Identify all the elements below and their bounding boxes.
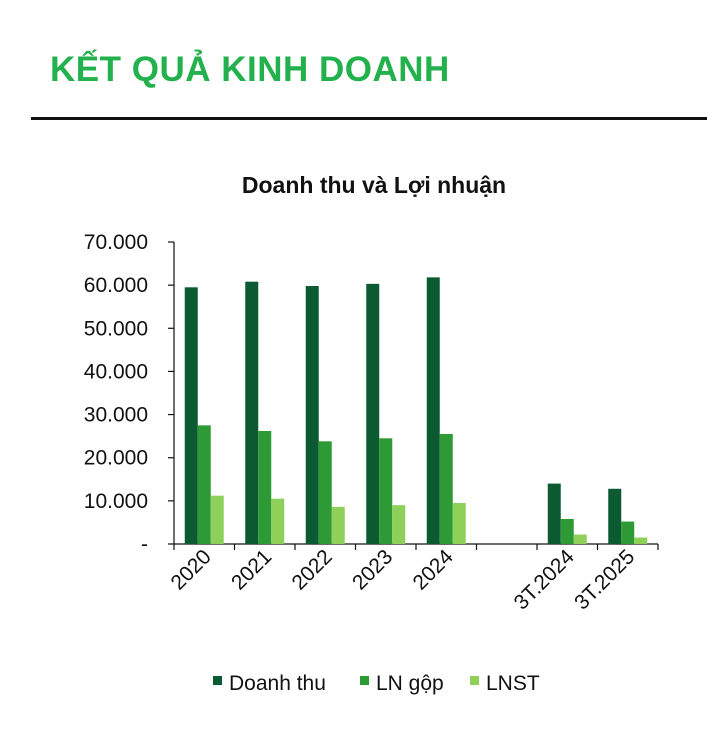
- legend-swatch: [470, 676, 479, 685]
- bar: [634, 537, 648, 544]
- bar: [318, 441, 332, 544]
- legend-swatch: [213, 676, 222, 685]
- y-tick-label: 50.000: [84, 317, 148, 340]
- x-tick-label: 2023: [348, 545, 397, 594]
- bar: [426, 277, 440, 544]
- bar: [210, 495, 224, 544]
- y-tick-label: 10.000: [84, 490, 148, 513]
- bar: [184, 287, 198, 544]
- legend-label: LNST: [486, 672, 540, 695]
- x-tick-label: 2021: [227, 545, 276, 594]
- legend: Doanh thu LN gộp LNST: [213, 672, 540, 695]
- x-tick-label: 3T.2025: [570, 545, 639, 614]
- bar: [271, 498, 285, 544]
- bar: [245, 281, 259, 544]
- bars: [184, 277, 648, 544]
- y-tick-label: -: [141, 533, 148, 556]
- page-title: KẾT QUẢ KINH DOANH: [50, 50, 450, 89]
- chart-title: Doanh thu và Lợi nhuận: [242, 172, 506, 198]
- bar: [608, 488, 622, 544]
- x-tick-label: 3T.2024: [510, 545, 579, 614]
- bar: [197, 425, 211, 544]
- legend-label: LN gộp: [376, 672, 444, 695]
- legend-swatch: [360, 676, 369, 685]
- y-tick-label: 60.000: [84, 274, 148, 297]
- legend-label: Doanh thu: [229, 672, 326, 695]
- title-divider: [31, 117, 707, 120]
- bar: [621, 521, 635, 544]
- bar: [379, 438, 393, 544]
- x-tick-label: 2022: [287, 545, 336, 594]
- bar: [452, 503, 466, 544]
- bar: [366, 283, 380, 544]
- bar: [331, 506, 345, 544]
- bar: [258, 430, 272, 544]
- y-axis: - 10.000 20.000 30.000 40.000 50.000 60.000 70.…: [84, 231, 175, 556]
- bar: [573, 534, 587, 544]
- y-tick-label: 40.000: [84, 360, 148, 383]
- y-tick-label: 20.000: [84, 447, 148, 470]
- bar: [439, 433, 453, 544]
- x-tick-label: 2020: [166, 545, 215, 594]
- y-tick-label: 70.000: [84, 231, 148, 254]
- bar: [560, 518, 574, 544]
- bar: [547, 483, 561, 544]
- y-tick-label: 30.000: [84, 404, 148, 427]
- bar: [305, 286, 319, 544]
- x-tick-label: 2024: [408, 545, 458, 595]
- bar: [392, 505, 406, 544]
